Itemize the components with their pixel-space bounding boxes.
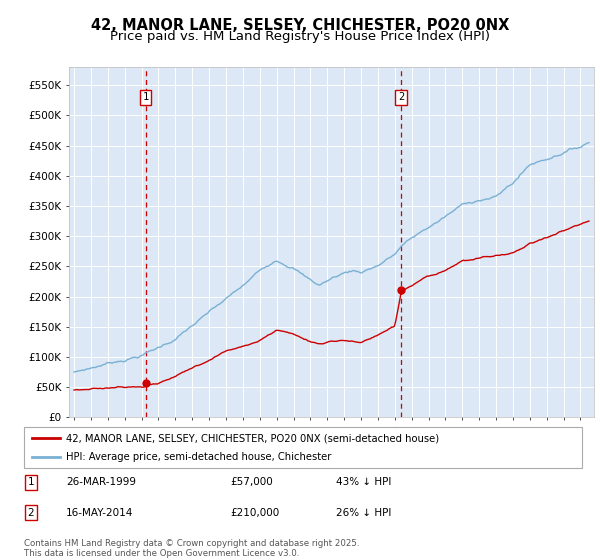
Text: HPI: Average price, semi-detached house, Chichester: HPI: Average price, semi-detached house,… bbox=[66, 452, 331, 461]
Text: 1: 1 bbox=[143, 92, 149, 102]
Text: 43% ↓ HPI: 43% ↓ HPI bbox=[337, 477, 392, 487]
Text: Contains HM Land Registry data © Crown copyright and database right 2025.
This d: Contains HM Land Registry data © Crown c… bbox=[24, 539, 359, 558]
Text: Price paid vs. HM Land Registry's House Price Index (HPI): Price paid vs. HM Land Registry's House … bbox=[110, 30, 490, 43]
Text: £210,000: £210,000 bbox=[230, 508, 280, 518]
Text: 42, MANOR LANE, SELSEY, CHICHESTER, PO20 0NX: 42, MANOR LANE, SELSEY, CHICHESTER, PO20… bbox=[91, 18, 509, 32]
Text: 1: 1 bbox=[28, 477, 34, 487]
FancyBboxPatch shape bbox=[24, 427, 582, 468]
Text: 26% ↓ HPI: 26% ↓ HPI bbox=[337, 508, 392, 518]
Text: 26-MAR-1999: 26-MAR-1999 bbox=[66, 477, 136, 487]
Text: 42, MANOR LANE, SELSEY, CHICHESTER, PO20 0NX (semi-detached house): 42, MANOR LANE, SELSEY, CHICHESTER, PO20… bbox=[66, 433, 439, 443]
Text: £57,000: £57,000 bbox=[230, 477, 273, 487]
Text: 2: 2 bbox=[28, 508, 34, 518]
Text: 2: 2 bbox=[398, 92, 404, 102]
Text: 16-MAY-2014: 16-MAY-2014 bbox=[66, 508, 133, 518]
